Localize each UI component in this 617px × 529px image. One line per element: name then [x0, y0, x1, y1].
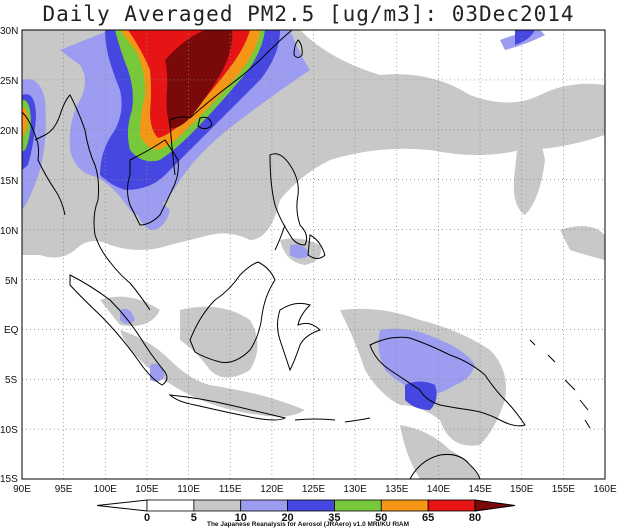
coastline-taiwan: [293, 39, 303, 58]
coastline-new-guinea: [369, 336, 526, 427]
colorbar-box: [193, 499, 242, 512]
colorbar: 0 5 10 20 35 50 65 80: [96, 499, 516, 524]
colorbar-box: [427, 499, 476, 512]
coastline-islands-east: [529, 339, 591, 429]
colorbar-box: [380, 499, 429, 512]
colorbar-tick-label: 20: [281, 512, 293, 524]
colorbar-tick-label: 0: [144, 512, 150, 524]
lat-label: 5N: [5, 276, 18, 287]
shade-light-grey: [180, 306, 258, 378]
lon-label: 155E: [552, 484, 576, 495]
lon-label: 105E: [135, 484, 159, 495]
coastline-philippines: [269, 153, 326, 259]
lat-label: 25N: [0, 76, 18, 87]
colorbar-tick-label: 80: [469, 512, 481, 524]
lon-label: 160E: [593, 484, 617, 495]
colorbar-box: [146, 499, 195, 512]
lat-label: 15S: [0, 474, 18, 485]
shade-light-grey: [120, 330, 305, 417]
shade-light-grey: [300, 60, 350, 80]
shade-light-blue: [135, 198, 170, 230]
colorbar-left-arrow: [96, 499, 148, 512]
lat-label: 20N: [0, 126, 18, 137]
colorbar-box: [240, 499, 288, 512]
coastline-sulawesi: [277, 302, 321, 372]
lon-label: 135E: [385, 484, 409, 495]
grid-lines: [22, 30, 605, 479]
lon-label: 95E: [55, 484, 73, 495]
colorbar-right-arrow: [474, 499, 516, 512]
lat-label: 10S: [0, 425, 18, 436]
shade-light-blue: [150, 363, 165, 382]
coastline-australia-north: [409, 454, 481, 479]
lon-label: 125E: [302, 484, 326, 495]
lat-label: 15N: [0, 176, 18, 187]
map-frame: [21, 29, 606, 480]
latitude-labels: 30N 25N 20N 15N 10N 5N EQ 5S 10S 15S: [0, 26, 19, 485]
shade-light-blue: [120, 308, 135, 324]
coastlines: [22, 30, 591, 479]
colorbar-tick-label: 35: [328, 512, 340, 524]
concentration-field: [22, 30, 605, 479]
shade-light-grey: [513, 120, 545, 215]
coastline-java: [168, 394, 287, 421]
lon-label: 130E: [343, 484, 367, 495]
coastline-lesser-sunda: [294, 417, 371, 423]
lon-label: 120E: [260, 484, 284, 495]
colorbar-tick-label: 65: [422, 512, 434, 524]
colorbar-tick-label: 10: [235, 512, 247, 524]
lat-label: EQ: [4, 325, 19, 336]
shade-light-blue: [290, 244, 310, 259]
lon-label: 140E: [427, 484, 451, 495]
lon-label: 115E: [219, 484, 242, 495]
coastline-sumatra: [69, 274, 168, 386]
lon-label: 100E: [94, 484, 118, 495]
lat-label: 10N: [0, 226, 18, 237]
coastline-borneo: [189, 261, 276, 363]
coastline-mainland-asia: [22, 94, 151, 311]
lat-label: 5S: [5, 375, 18, 386]
lon-label: 150E: [510, 484, 534, 495]
colorbar-box: [287, 499, 335, 512]
coastline-indochina: [127, 30, 293, 226]
lat-label: 30N: [0, 26, 18, 37]
shade-blue: [515, 30, 535, 45]
colorbar-box: [334, 499, 382, 512]
colorbar-tick-label: 50: [375, 512, 387, 524]
shade-blue: [405, 381, 437, 410]
lon-label: 110E: [177, 484, 200, 495]
shade-orange: [22, 107, 28, 138]
longitude-labels: 90E 95E 100E 105E 110E 115E 120E 125E 13…: [13, 484, 617, 495]
lon-label: 90E: [13, 484, 31, 495]
shade-light-grey: [560, 226, 605, 260]
coastline-hainan: [197, 116, 213, 130]
colorbar-tick-label: 5: [191, 512, 197, 524]
lon-label: 145E: [468, 484, 492, 495]
credit-text: The Japanese Reanalysis for Aerosol (JRA…: [207, 521, 409, 528]
shade-dark-red: [165, 30, 233, 129]
map-title: Daily Averaged PM2.5 [ug/m3]: 03Dec2014: [42, 2, 575, 26]
